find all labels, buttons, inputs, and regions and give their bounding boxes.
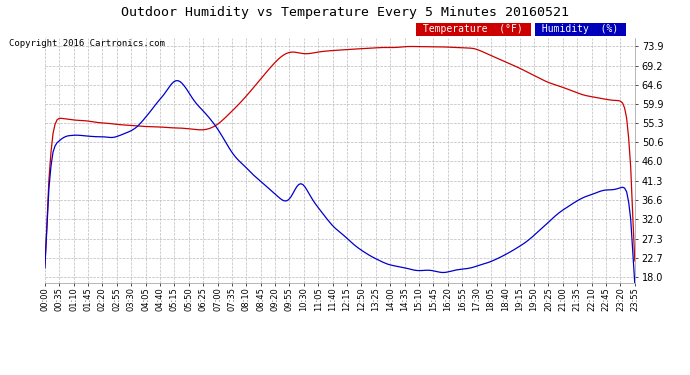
Text: Humidity  (%): Humidity (%)	[536, 24, 624, 34]
Text: Temperature  (°F): Temperature (°F)	[417, 24, 529, 34]
Text: Outdoor Humidity vs Temperature Every 5 Minutes 20160521: Outdoor Humidity vs Temperature Every 5 …	[121, 6, 569, 19]
Text: Copyright 2016 Cartronics.com: Copyright 2016 Cartronics.com	[9, 39, 165, 48]
